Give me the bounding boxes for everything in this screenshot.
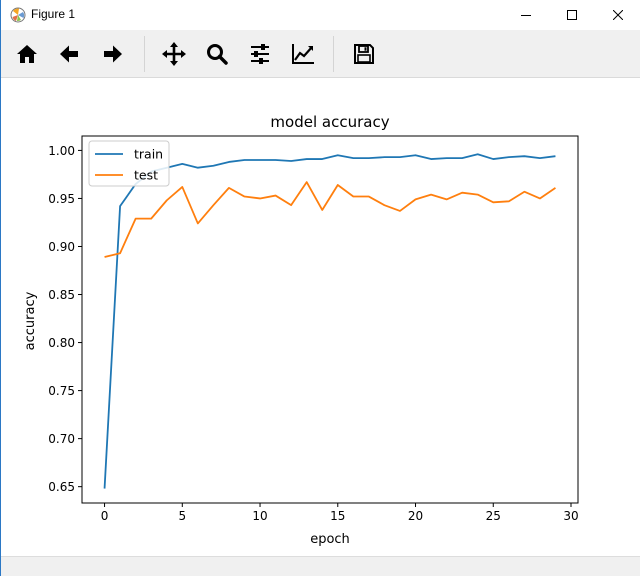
series-line-test [104,181,556,258]
y-axis-ticks: 0.65 0.70 0.75 0.80 0.85 0.90 0.95 1.00 [48,144,82,494]
y-tick-label: 0.70 [48,432,75,446]
floppy-disk-icon [354,44,374,64]
window-title: Figure 1 [31,7,76,21]
home-button[interactable] [11,38,43,70]
x-tick-label: 15 [330,509,345,523]
figure-canvas[interactable]: model accuracy 0 5 10 15 20 25 30 0.65 0.70 0.75… [1,78,640,560]
x-tick-label: 0 [101,509,109,523]
y-tick-label: 0.95 [48,192,75,206]
minimize-icon [521,15,531,16]
toolbar-separator [333,36,334,72]
sliders-icon [251,44,269,64]
edit-axis-button[interactable] [287,38,319,70]
y-tick-label: 1.00 [48,144,75,158]
y-tick-label: 0.65 [48,480,75,494]
arrow-right-icon [104,45,122,63]
axes-frame [81,135,579,504]
matplotlib-logo-icon [10,7,26,23]
x-tick-label: 25 [486,509,501,523]
forward-button[interactable] [97,38,129,70]
x-tick-label: 20 [408,509,423,523]
pan-button[interactable] [158,38,190,70]
x-tick-label: 10 [252,509,267,523]
x-tick-label: 30 [563,509,578,523]
accuracy-chart[interactable]: model accuracy 0 5 10 15 20 25 30 0.65 0.70 0.75… [1,78,640,556]
chart-title: model accuracy [270,113,389,131]
home-icon [17,45,37,63]
back-button[interactable] [53,38,85,70]
magnifier-icon [207,44,228,65]
toolbar-separator [144,36,145,72]
x-tick-label: 5 [178,509,186,523]
series-line-train [103,153,556,489]
legend-label-test: test [134,168,158,183]
close-button[interactable] [595,0,640,30]
navigation-toolbar [1,30,640,78]
minimize-button[interactable] [503,0,549,30]
y-axis-label: accuracy [23,291,38,350]
y-tick-label: 0.80 [48,336,75,350]
subplots-button[interactable] [244,38,276,70]
zoom-button[interactable] [201,38,233,70]
maximize-button[interactable] [549,0,595,30]
y-tick-label: 0.90 [48,240,75,254]
y-tick-label: 0.85 [48,288,75,302]
x-axis-ticks: 0 5 10 15 20 25 30 [101,503,579,523]
arrow-left-icon [60,45,78,63]
title-bar[interactable]: Figure 1 [1,0,640,30]
axes-spines [81,135,579,504]
move-icon [162,42,186,66]
save-button[interactable] [348,38,380,70]
maximize-icon [567,10,577,20]
x-axis-label: epoch [310,532,350,547]
close-icon [613,10,623,20]
legend-label-train: train [134,147,163,162]
y-tick-label: 0.75 [48,384,75,398]
status-bar [1,556,640,576]
plot-lines [103,153,556,489]
legend: train test [88,140,170,187]
line-chart-icon [292,44,314,64]
